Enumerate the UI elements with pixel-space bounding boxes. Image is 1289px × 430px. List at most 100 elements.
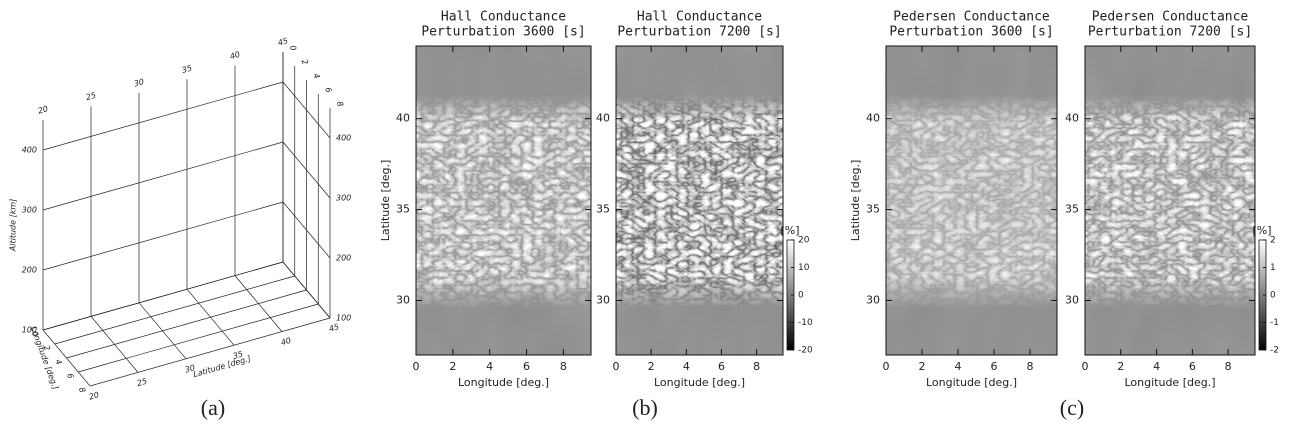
x-tick-label: 4 bbox=[955, 360, 962, 373]
y-tick-label: 40 bbox=[596, 112, 610, 125]
y-tick-label: 6 bbox=[323, 86, 333, 94]
x-tick-label: 0 bbox=[1082, 360, 1089, 373]
y-tick-label: 4 bbox=[311, 72, 321, 80]
x-tick-label: 2 bbox=[648, 360, 655, 373]
y-tick-label: 30 bbox=[596, 293, 610, 306]
perturbation-texture bbox=[886, 95, 1057, 309]
y-tick-label: 30 bbox=[1065, 293, 1079, 306]
colorbar-tick-label: -10 bbox=[798, 318, 813, 328]
panel-label: (c) bbox=[1060, 395, 1084, 420]
plot-frame bbox=[415, 45, 592, 356]
x-tick-label: 30 bbox=[133, 77, 145, 88]
y-tick-label: 40 bbox=[396, 112, 410, 125]
x-tick-label: 4 bbox=[683, 360, 690, 373]
panel-label: (a) bbox=[201, 395, 225, 420]
grid-line bbox=[282, 81, 331, 139]
colorbar-label: [%] bbox=[780, 224, 799, 237]
y-tick-label: 35 bbox=[866, 203, 880, 216]
colorbar-tick-label: 0 bbox=[798, 291, 804, 301]
y-tick-label: 8 bbox=[335, 100, 345, 108]
plot-frame bbox=[885, 45, 1058, 356]
y-tick-label: 2 bbox=[42, 344, 52, 352]
panel-title: Pedersen Conductance bbox=[1092, 10, 1249, 25]
y-tick-label: 35 bbox=[396, 203, 410, 216]
x-tick-label: 20 bbox=[37, 104, 49, 115]
panel-subtitle: Perturbation 3600 [s] bbox=[889, 25, 1053, 40]
x-tick-label: 45 bbox=[328, 322, 340, 333]
colorbar-tick-label: 0 bbox=[1270, 291, 1276, 301]
x-axis-label: Latitude [deg.] bbox=[192, 354, 252, 379]
y-tick-label: 30 bbox=[396, 293, 410, 306]
y-tick-label: 0 bbox=[288, 44, 298, 52]
y-axis-label: Longitude [deg.] bbox=[29, 325, 60, 390]
perturbation-texture bbox=[616, 95, 783, 309]
grid-line bbox=[42, 81, 284, 151]
colorbar-tick-label: 2 bbox=[1270, 236, 1276, 246]
plot-area bbox=[615, 45, 784, 356]
z-tick-label: 400 bbox=[22, 146, 37, 155]
y-tick-label: 35 bbox=[596, 203, 610, 216]
x-axis-label: Longitude [deg.] bbox=[1124, 376, 1215, 389]
colorbar-tick-label: -1 bbox=[1270, 318, 1279, 328]
x-tick-label: 0 bbox=[883, 360, 890, 373]
plot-frame bbox=[615, 45, 784, 356]
x-tick-label: 4 bbox=[1153, 360, 1160, 373]
z-tick-label: 300 bbox=[336, 194, 351, 203]
x-tick-label: 2 bbox=[449, 360, 456, 373]
x-tick-label: 8 bbox=[1027, 360, 1034, 373]
z-tick-label: 100 bbox=[22, 326, 37, 335]
colorbar-tick-label: -2 bbox=[1270, 346, 1279, 356]
y-tick-label: 30 bbox=[866, 293, 880, 306]
y-tick-label: 2 bbox=[300, 58, 310, 66]
x-tick-label: 8 bbox=[1225, 360, 1232, 373]
y-tick-label: 40 bbox=[866, 112, 880, 125]
grid-line bbox=[42, 201, 284, 271]
y-tick-label: 8 bbox=[77, 386, 87, 394]
x-tick-label: 0 bbox=[413, 360, 420, 373]
x-tick-label: 45 bbox=[277, 36, 289, 47]
plot-area bbox=[885, 45, 1058, 356]
x-tick-label: 35 bbox=[181, 63, 193, 74]
x-tick-label: 35 bbox=[232, 349, 244, 360]
z-tick-label: 300 bbox=[22, 206, 37, 215]
x-tick-label: 20 bbox=[88, 390, 100, 401]
y-tick-label: 40 bbox=[1065, 112, 1079, 125]
z-tick-label: 100 bbox=[336, 314, 351, 323]
grid-line bbox=[54, 275, 295, 345]
colorbar-tick-label: 20 bbox=[798, 236, 810, 246]
x-tick-label: 4 bbox=[486, 360, 493, 373]
z-tick-label: 200 bbox=[22, 266, 37, 275]
panel-title: Hall Conductance bbox=[637, 10, 762, 25]
x-axis-label: Longitude [deg.] bbox=[458, 376, 549, 389]
colorbar-tick-label: 10 bbox=[798, 263, 810, 273]
panel-title: Hall Conductance bbox=[441, 10, 566, 25]
grid-line bbox=[282, 141, 331, 199]
x-tick-label: 40 bbox=[229, 50, 241, 61]
x-tick-label: 6 bbox=[523, 360, 530, 373]
grid-line bbox=[89, 317, 331, 387]
colorbar-label: [%] bbox=[1252, 224, 1271, 237]
grid-line bbox=[66, 289, 307, 359]
z-tick-label: 400 bbox=[336, 134, 351, 143]
x-axis-label: Longitude [deg.] bbox=[654, 376, 745, 389]
colorbar-tick-label: -20 bbox=[798, 346, 813, 356]
y-axis-label: Latitude [deg.] bbox=[379, 160, 392, 242]
x-tick-label: 0 bbox=[613, 360, 620, 373]
x-tick-label: 25 bbox=[136, 377, 148, 388]
x-axis-label: Longitude [deg.] bbox=[926, 376, 1017, 389]
y-axis-label: Latitude [deg.] bbox=[849, 160, 862, 242]
grid-line bbox=[42, 261, 284, 331]
perturbation-texture bbox=[1085, 95, 1255, 309]
perturbation-texture bbox=[416, 95, 591, 309]
x-tick-label: 30 bbox=[184, 363, 196, 374]
grid-line bbox=[78, 303, 319, 373]
x-tick-label: 2 bbox=[919, 360, 926, 373]
colorbar-tick-label: 1 bbox=[1270, 263, 1276, 273]
y-tick-label: 35 bbox=[1065, 203, 1079, 216]
z-axis-label: Altitude [km] bbox=[9, 199, 18, 252]
x-tick-label: 2 bbox=[1117, 360, 1124, 373]
panel-title: Pedersen Conductance bbox=[893, 10, 1050, 25]
grid-line bbox=[282, 201, 331, 259]
grid-line bbox=[282, 261, 331, 319]
